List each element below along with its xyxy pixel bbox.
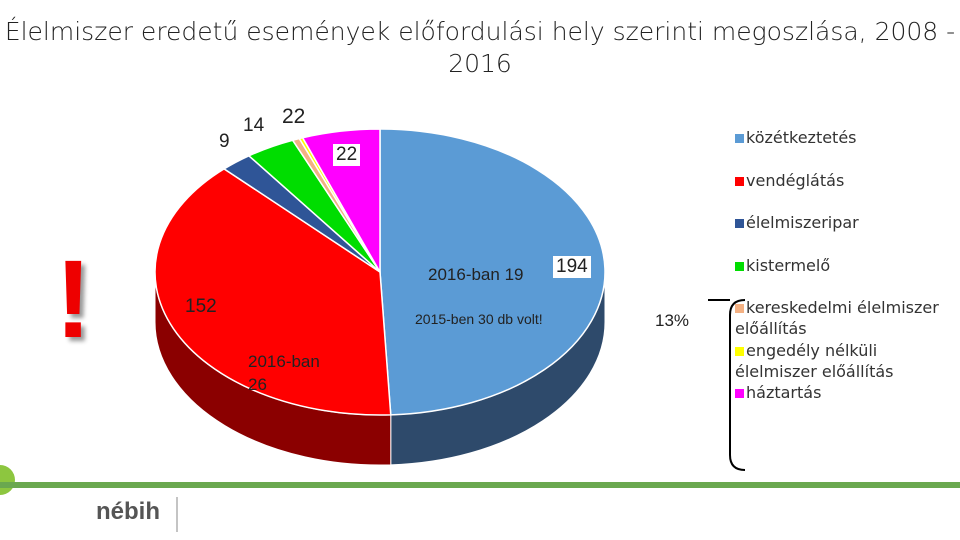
annotation: 13%: [655, 311, 690, 330]
legend-label: háztartás: [746, 383, 822, 402]
legend-entry: vendéglátás: [735, 170, 950, 191]
annotation: 2015-ben 30 db volt!: [415, 311, 543, 327]
annotation: 2016-ban 26: [248, 352, 320, 394]
legend-entry: élelmiszeripar: [735, 212, 950, 233]
legend-label: élelmiszeripar: [746, 213, 859, 232]
value-label: 22: [333, 144, 361, 166]
legend-swatch: [735, 389, 744, 398]
slice: [379, 128, 606, 416]
legend-label: kistermelő: [746, 256, 831, 275]
legend-swatch: [735, 304, 744, 313]
legend-swatch: [735, 347, 744, 356]
value-label: 194: [553, 256, 591, 278]
legend-swatch: [735, 219, 744, 228]
chart-title: Élelmiszer eredetű események előfordulás…: [4, 17, 956, 78]
annotation: 22: [279, 105, 309, 129]
legend-entry: háztartás: [735, 382, 950, 403]
slice: [154, 167, 392, 416]
legend-swatch: [735, 177, 744, 186]
legend-swatch: [735, 134, 744, 143]
footer-bar: [0, 482, 960, 488]
annotation: !: [55, 238, 92, 361]
value-label: 14: [243, 115, 265, 136]
legend-entry: kistermelő: [735, 255, 950, 276]
legend-entry: kereskedelmi élelmiszer előállítás: [735, 297, 950, 339]
legend-label: kereskedelmi élelmiszer előállítás: [735, 298, 939, 338]
corner-dot: [0, 465, 15, 495]
legend-label: engedély nélküli élelmiszer előállítás: [735, 341, 894, 381]
slice: [301, 128, 381, 275]
value-label: 9: [219, 131, 230, 152]
legend-swatch: [735, 262, 744, 271]
annotation: 2016-ban 19: [428, 265, 524, 284]
legend-label: vendéglátás: [746, 171, 845, 190]
legend-entry: engedély nélküli élelmiszer előállítás: [735, 340, 950, 382]
legend-label: közétkeztetés: [746, 128, 857, 147]
value-label: 152: [185, 296, 217, 317]
bracket: [708, 299, 746, 471]
footer-logo: nébih: [96, 498, 160, 525]
legend-entry: közétkeztetés: [735, 127, 950, 148]
